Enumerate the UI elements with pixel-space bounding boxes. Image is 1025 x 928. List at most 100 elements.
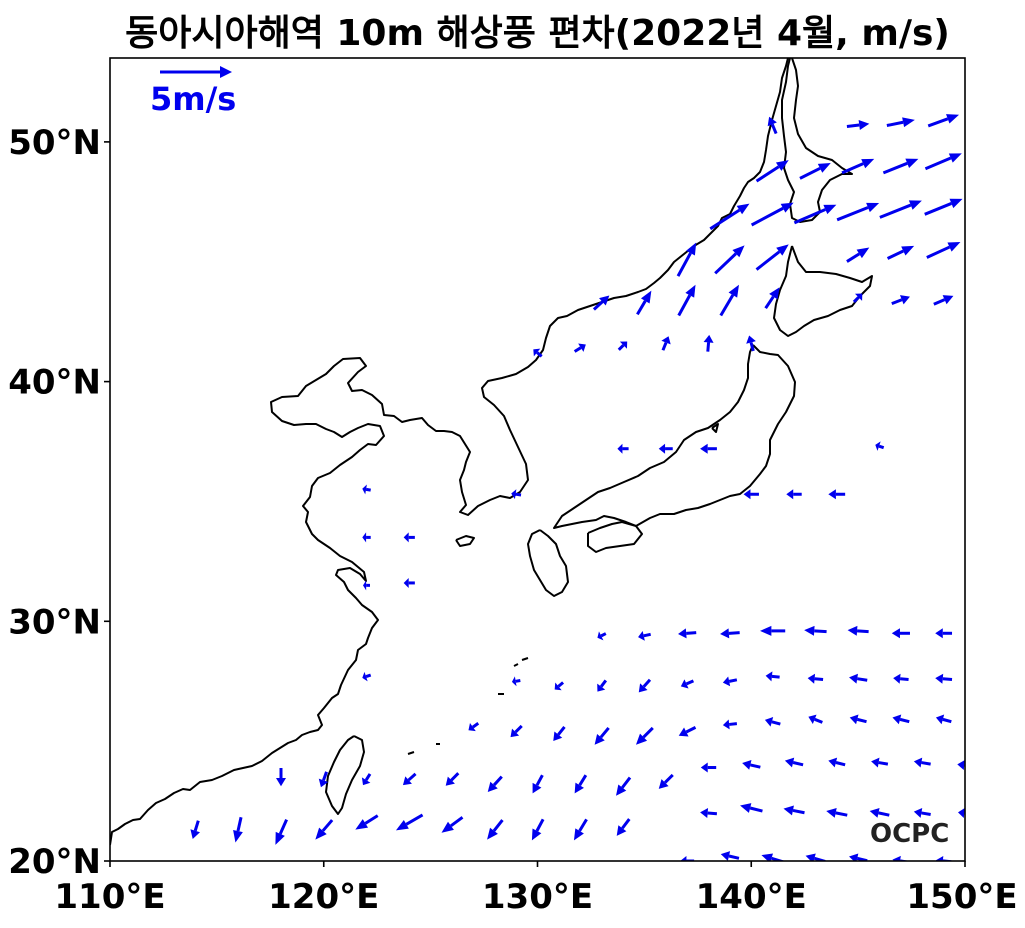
wind-vector-head (638, 683, 648, 693)
wind-vector-head (403, 532, 409, 543)
wind-vector (616, 776, 632, 796)
wind-vector (841, 158, 875, 175)
wind-vector (617, 341, 628, 351)
wind-vector (487, 775, 503, 792)
wind-vector-head (767, 116, 777, 127)
wind-vector-head (573, 828, 584, 841)
wind-vector (700, 443, 717, 454)
wind-vector (362, 671, 372, 682)
wind-vector-shaft (685, 726, 697, 734)
wind-vector (892, 855, 910, 861)
jeju-coastline (455, 535, 475, 547)
wind-vector-shaft (924, 156, 952, 171)
x-tick-label: 110°E (54, 877, 165, 917)
wind-vector (511, 489, 522, 500)
wind-vector-shaft (836, 206, 869, 222)
wind-vector-shaft (557, 726, 566, 736)
wind-vector (764, 716, 781, 727)
y-tick-label: 40°N (8, 363, 101, 403)
ryukyu-islands (407, 657, 529, 755)
wind-vector-head (935, 628, 943, 639)
wind-vector-shaft (728, 678, 738, 683)
wind-vector-shaft (450, 772, 460, 782)
wind-vector (403, 532, 415, 543)
wind-vector (722, 676, 738, 687)
wind-vector (926, 242, 961, 259)
wind-vector (680, 856, 695, 861)
wind-vector-head (908, 200, 922, 210)
wind-vector-head (635, 733, 648, 745)
wind-vector (363, 580, 370, 591)
wind-vector (958, 808, 965, 818)
wind-vector (445, 772, 460, 786)
wind-vector-head (616, 825, 627, 836)
wind-vector-head (905, 158, 919, 168)
wind-vector-head (728, 284, 739, 298)
x-tick-label: 150°E (906, 877, 1017, 917)
wind-vector (720, 851, 740, 861)
wind-vector-head (700, 808, 709, 818)
wind-vector (315, 819, 334, 840)
wind-vector (355, 814, 379, 830)
wind-vector-head (828, 489, 836, 500)
wind-vector (846, 120, 870, 130)
wind-vector (658, 773, 674, 789)
wind-vector (638, 630, 652, 641)
wind-vector-head (807, 673, 816, 684)
wind-vector (783, 805, 805, 816)
ocpc-logo: OCPC (870, 819, 949, 849)
wind-vector (852, 293, 863, 303)
wind-vector-head (574, 782, 584, 794)
wind-vector (743, 489, 759, 500)
wind-vector-head (361, 777, 371, 786)
wind-vector-head (913, 807, 923, 818)
taiwan-coastline (325, 735, 365, 815)
plot-frame (109, 57, 966, 862)
wind-vector (531, 818, 545, 841)
wind-vector-head (720, 851, 731, 861)
wind-vector-head (746, 335, 756, 344)
wind-vector (828, 757, 846, 768)
wind-vector-shaft (686, 631, 697, 635)
wind-vector-head (849, 673, 858, 684)
y-tick-label: 20°N (8, 842, 101, 882)
wind-vector-head (510, 728, 520, 738)
wind-vector-shaft (578, 818, 588, 832)
wind-vector-head (805, 853, 816, 861)
wind-vector (616, 818, 631, 836)
wind-vector (661, 336, 671, 351)
wind-vector-head (318, 778, 329, 788)
wind-vector-shaft (492, 775, 503, 787)
wind-vector-head (403, 577, 409, 588)
wind-vector-shaft (621, 818, 631, 830)
wind-vector-shaft (755, 250, 781, 271)
wind-vector-head (554, 682, 562, 691)
wind-vector-head (395, 820, 409, 831)
wind-vector (784, 757, 804, 768)
wind-vector-shaft (729, 722, 738, 726)
wind-vector-shaft (322, 771, 328, 781)
wind-vector-head (823, 204, 837, 215)
wind-vector-shaft (749, 806, 763, 813)
wind-vector-shaft (676, 252, 692, 277)
wind-vector-head (902, 117, 915, 128)
wind-vector-head (847, 625, 858, 636)
wind-vector-shaft (878, 444, 885, 450)
wind-vector-head (362, 671, 368, 682)
wind-vector-shaft (573, 346, 582, 353)
wind-vector (533, 348, 543, 358)
wind-vector-shaft (750, 763, 761, 769)
wind-vector-shaft (728, 631, 740, 635)
wind-vector (635, 726, 654, 745)
wind-vector-head (468, 723, 476, 732)
wind-vector-shaft (750, 206, 784, 227)
wind-vector-head (769, 287, 780, 300)
wind-vector-shaft (942, 717, 952, 724)
wind-vector (233, 816, 243, 843)
kyushu-coastline (527, 529, 569, 597)
wind-vector (554, 681, 565, 691)
wind-vector (879, 200, 922, 219)
wind-vector (511, 676, 521, 687)
wind-vector-head (849, 714, 859, 725)
wind-vector (403, 577, 415, 588)
